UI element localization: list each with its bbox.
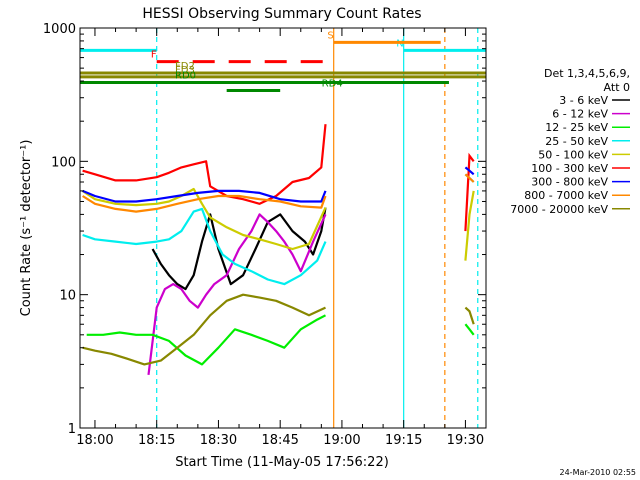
legend-entry-label-8: 7000 - 20000 keV (510, 203, 608, 216)
series-line-2 (86, 314, 327, 366)
timestamp: 24-Mar-2010 02:55 (560, 468, 637, 477)
series-line-3 (82, 207, 327, 286)
series-line-6 (82, 189, 327, 203)
x-axis-label: Start Time (11-May-05 17:56:22) (175, 455, 389, 470)
legend-header-0: Det 1,3,4,5,6,9, (544, 67, 630, 80)
chart-title: HESSI Observing Summary Count Rates (142, 6, 421, 22)
series-line-4 (81, 187, 327, 251)
legend-entry-label-0: 3 - 6 keV (559, 94, 608, 107)
legend-entry-label-7: 800 - 7000 keV (524, 189, 608, 202)
legend-entry-label-1: 6 - 12 keV (552, 108, 608, 121)
y-tick-label-3: 1000 (43, 22, 76, 37)
x-tick-label-5: 19:15 (385, 433, 422, 448)
x-tick-label-3: 18:45 (261, 433, 298, 448)
y-tick-label-0: 1 (68, 422, 76, 437)
flag-label-fd2-4: FD2 (175, 61, 195, 72)
series-post-gap-4 (464, 190, 475, 261)
legend-entry-label-3: 25 - 50 keV (545, 135, 608, 148)
series-post-gap-2 (464, 323, 475, 336)
legend-entry-label-5: 100 - 300 keV (531, 162, 608, 175)
legend-entry-label-2: 12 - 25 keV (545, 121, 608, 134)
y-tick-label-2: 100 (51, 155, 76, 170)
legend-entry-label-4: 50 - 100 keV (538, 148, 608, 161)
x-tick-label-6: 19:30 (447, 433, 484, 448)
legend-entry-label-6: 300 - 800 keV (531, 176, 608, 189)
x-tick-label-4: 19:00 (323, 433, 360, 448)
series-post-gap-5 (464, 152, 475, 232)
plot-area: NNFSFD2FD3RD0RD4 (73, 28, 486, 428)
series-post-gap-7 (464, 173, 475, 183)
x-tick-label-1: 18:15 (138, 433, 175, 448)
x-tick-label-0: 18:00 (76, 433, 113, 448)
flag-label-fd3-5: FD3 (175, 65, 195, 76)
flag-label-f-2: F (151, 50, 157, 61)
series-line-0 (151, 207, 327, 291)
flag-label-rd4-7: RD4 (322, 78, 343, 89)
legend-header-1: Att 0 (604, 81, 630, 94)
data-layer: NNFSFD2FD3RD0RD4 (73, 28, 486, 428)
flag-label-rd0-6: RD0 (175, 71, 196, 82)
series-post-gap-6 (464, 166, 475, 176)
series-line-5 (82, 124, 327, 205)
axes: 1 10 100 1000 18:00 18:15 18:30 18:45 19:00 19:15… (43, 22, 487, 448)
flag-label-n-0: N (73, 38, 80, 49)
y-tick-label-1: 10 (59, 289, 76, 304)
x-tick-label-2: 18:30 (200, 433, 237, 448)
y-axis-label: Count Rate (s⁻¹ detector⁻¹) (19, 140, 34, 317)
series-line-7 (82, 194, 327, 213)
series-post-gap-8 (464, 306, 475, 325)
plot-frame (79, 27, 487, 429)
series-line-8 (82, 293, 326, 366)
flag-label-s-3: S (327, 30, 333, 41)
